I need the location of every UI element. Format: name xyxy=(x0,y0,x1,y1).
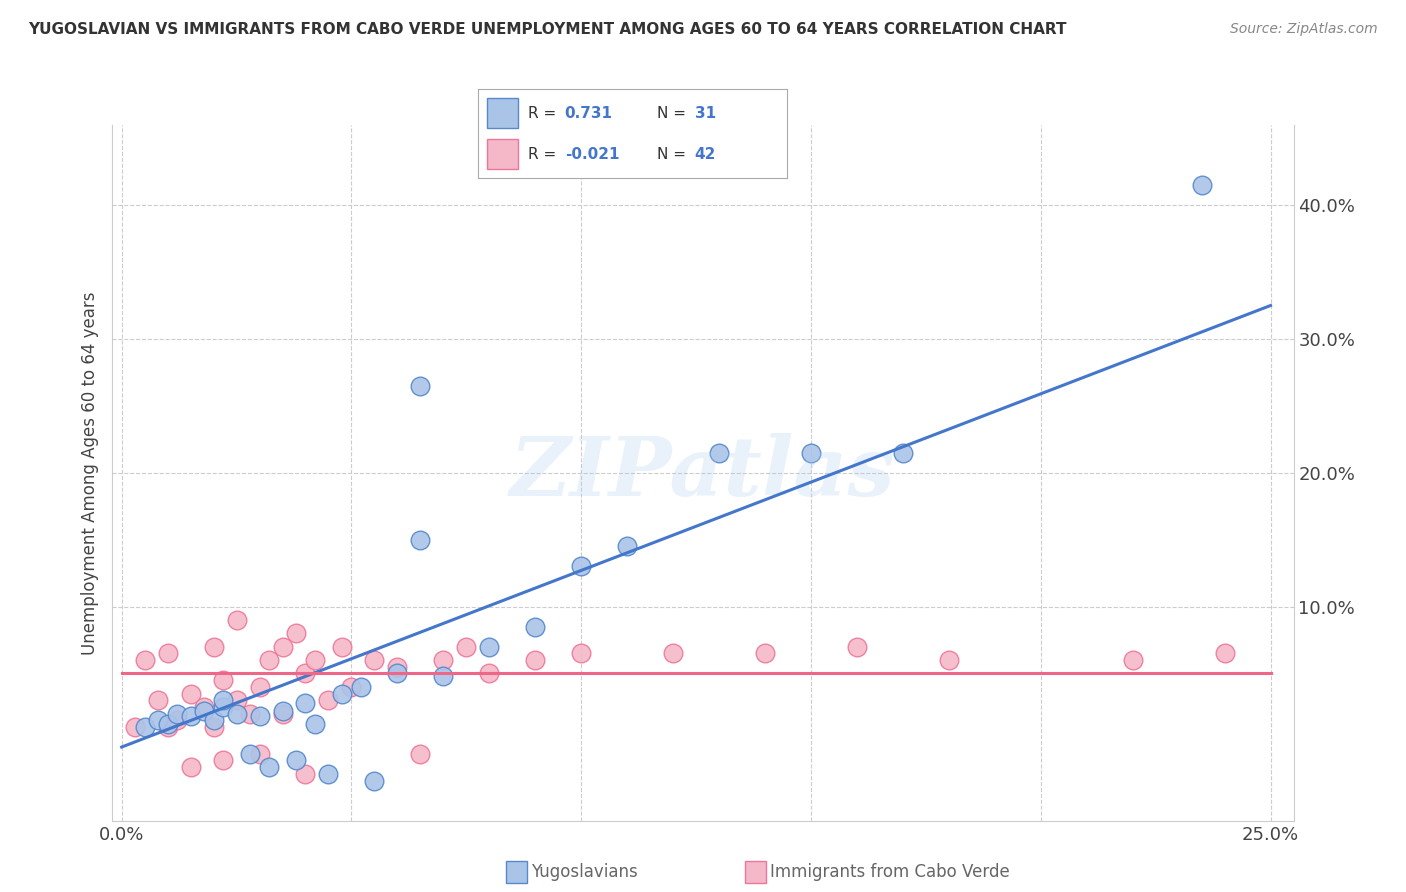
Point xyxy=(249,709,271,723)
Bar xyxy=(488,98,519,128)
Point xyxy=(409,747,432,761)
Y-axis label: Unemployment Among Ages 60 to 64 years: Unemployment Among Ages 60 to 64 years xyxy=(80,291,98,655)
Point xyxy=(156,717,179,731)
Point xyxy=(1213,646,1236,660)
Point xyxy=(569,646,592,660)
Point xyxy=(1191,178,1213,193)
Point xyxy=(524,619,547,633)
Point xyxy=(285,753,308,767)
Point xyxy=(211,673,233,688)
Point xyxy=(409,533,432,547)
Point xyxy=(257,760,280,774)
Text: 0.731: 0.731 xyxy=(565,106,613,120)
Point xyxy=(156,646,179,660)
Point xyxy=(202,720,225,734)
Point xyxy=(754,646,776,660)
Point xyxy=(524,653,547,667)
Point xyxy=(134,653,156,667)
Point xyxy=(193,699,215,714)
Point xyxy=(456,640,478,654)
Point xyxy=(249,680,271,694)
Point xyxy=(180,760,202,774)
Text: Source: ZipAtlas.com: Source: ZipAtlas.com xyxy=(1230,22,1378,37)
Text: ZIPatlas: ZIPatlas xyxy=(510,433,896,513)
Point xyxy=(340,680,363,694)
Point xyxy=(271,704,294,718)
Point xyxy=(938,653,960,667)
Point xyxy=(239,706,262,721)
Point xyxy=(891,446,914,460)
Text: Yugoslavians: Yugoslavians xyxy=(531,863,638,881)
Point xyxy=(387,666,409,681)
Point xyxy=(330,687,353,701)
Text: 42: 42 xyxy=(695,147,716,161)
Point xyxy=(363,653,385,667)
Point xyxy=(285,626,308,640)
Point xyxy=(193,704,215,718)
Point xyxy=(271,640,294,654)
Point xyxy=(294,766,316,781)
Text: Immigrants from Cabo Verde: Immigrants from Cabo Verde xyxy=(770,863,1011,881)
Point xyxy=(202,640,225,654)
Point xyxy=(202,714,225,728)
Point xyxy=(249,747,271,761)
Point xyxy=(294,696,316,710)
Text: N =: N = xyxy=(658,106,692,120)
Point xyxy=(225,613,247,627)
Text: R =: R = xyxy=(527,147,561,161)
Point xyxy=(211,693,233,707)
Point xyxy=(662,646,685,660)
Point xyxy=(239,747,262,761)
Point xyxy=(478,640,501,654)
Point xyxy=(180,709,202,723)
Point xyxy=(304,717,326,731)
Point xyxy=(156,720,179,734)
Point xyxy=(225,706,247,721)
Point xyxy=(616,539,638,553)
Point xyxy=(225,693,247,707)
Point xyxy=(304,653,326,667)
Point xyxy=(294,666,316,681)
Point xyxy=(330,640,353,654)
Text: N =: N = xyxy=(658,147,692,161)
Text: 31: 31 xyxy=(695,106,716,120)
Point xyxy=(409,379,432,393)
Point xyxy=(180,687,202,701)
Point xyxy=(257,653,280,667)
Point xyxy=(363,773,385,788)
Point xyxy=(432,669,454,683)
Point xyxy=(432,653,454,667)
Point xyxy=(318,766,340,781)
Point xyxy=(134,720,156,734)
Point xyxy=(387,660,409,674)
Point xyxy=(318,693,340,707)
Point xyxy=(211,753,233,767)
Point xyxy=(707,446,730,460)
Point xyxy=(271,706,294,721)
Text: -0.021: -0.021 xyxy=(565,147,619,161)
Text: YUGOSLAVIAN VS IMMIGRANTS FROM CABO VERDE UNEMPLOYMENT AMONG AGES 60 TO 64 YEARS: YUGOSLAVIAN VS IMMIGRANTS FROM CABO VERD… xyxy=(28,22,1067,37)
Point xyxy=(166,714,188,728)
Point xyxy=(478,666,501,681)
Text: R =: R = xyxy=(527,106,561,120)
Point xyxy=(800,446,823,460)
Point xyxy=(845,640,868,654)
Point xyxy=(349,680,371,694)
Point xyxy=(166,706,188,721)
Point xyxy=(569,559,592,574)
Point xyxy=(148,714,170,728)
Point xyxy=(211,699,233,714)
Bar xyxy=(488,139,519,169)
Point xyxy=(148,693,170,707)
Point xyxy=(124,720,146,734)
Point xyxy=(1122,653,1144,667)
